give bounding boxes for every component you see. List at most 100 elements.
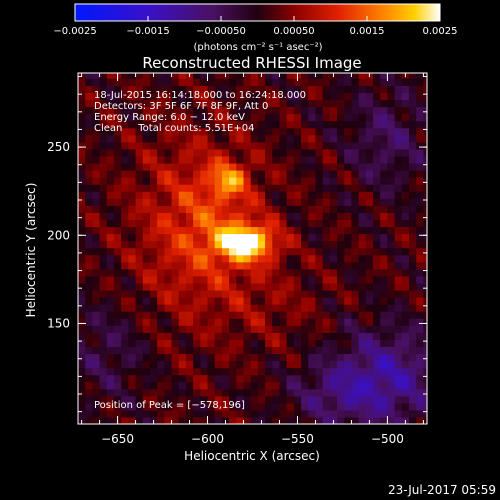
heatmap-cell <box>135 339 144 347</box>
heatmap-cell <box>337 367 345 376</box>
heatmap-cell <box>236 325 245 333</box>
heatmap-cell <box>358 360 367 369</box>
heatmap-cell <box>344 148 353 157</box>
heatmap-cell <box>416 85 425 94</box>
heatmap-cell <box>78 78 86 86</box>
heatmap-cell <box>178 261 187 270</box>
heatmap-cell <box>135 113 144 122</box>
heatmap-cell <box>301 155 309 164</box>
heatmap-cell <box>85 367 93 376</box>
heatmap-cell <box>373 416 381 424</box>
heatmap-cell <box>78 148 86 157</box>
heatmap-cell <box>286 191 295 199</box>
heatmap-cell <box>229 170 237 178</box>
heatmap-cell <box>142 416 151 424</box>
heatmap-cell <box>337 346 345 355</box>
heatmap-cell <box>121 304 129 312</box>
heatmap-cell <box>214 388 223 397</box>
heatmap-cell <box>365 106 374 115</box>
heatmap-cell <box>409 148 417 157</box>
heatmap-cell <box>113 85 122 94</box>
heatmap-cell <box>423 374 427 383</box>
heatmap-cell <box>344 388 353 397</box>
heatmap-cell <box>78 219 86 228</box>
heatmap-cell <box>365 388 374 397</box>
heatmap-cell <box>387 99 396 108</box>
heatmap-cell <box>394 360 403 369</box>
heatmap-cell <box>358 177 367 185</box>
heatmap-cell <box>387 346 396 355</box>
heatmap-cell <box>351 388 360 397</box>
heatmap-cell <box>380 99 389 108</box>
heatmap-cell <box>286 297 295 305</box>
heatmap-cell <box>171 311 180 319</box>
heatmap-cell <box>329 134 338 143</box>
heatmap-cell <box>149 106 158 115</box>
heatmap-cell <box>128 353 137 362</box>
heatmap-cell <box>337 127 345 136</box>
heatmap-cell <box>279 254 288 263</box>
heatmap-cell <box>164 78 173 86</box>
heatmap-cell <box>416 388 425 397</box>
heatmap-cell <box>135 106 144 115</box>
heatmap-cell <box>279 409 288 418</box>
heatmap-cell <box>164 367 173 376</box>
heatmap-cell <box>128 155 137 164</box>
heatmap-cell <box>171 120 180 129</box>
heatmap-cell <box>164 219 173 228</box>
heatmap-cell <box>286 134 295 143</box>
heatmap-cell <box>149 297 158 305</box>
heatmap-cell <box>171 261 180 270</box>
annotation-peak-position: Position of Peak = [−578,196] <box>94 400 245 411</box>
heatmap-cell <box>78 127 86 136</box>
heatmap-cell <box>200 198 209 206</box>
heatmap-cell <box>157 289 165 298</box>
heatmap-cell <box>99 275 108 284</box>
heatmap-cell <box>416 367 425 376</box>
heatmap-cell <box>308 289 317 298</box>
heatmap-cell <box>308 177 317 185</box>
heatmap-cell <box>221 261 230 270</box>
heatmap-cell <box>301 205 309 213</box>
heatmap-cell <box>85 127 93 136</box>
heatmap-cell <box>416 155 425 164</box>
heatmap-cell <box>128 198 137 206</box>
heatmap-cell <box>358 339 367 347</box>
heatmap-cell <box>387 388 396 397</box>
heatmap-cell <box>178 353 187 362</box>
heatmap-cell <box>149 332 158 340</box>
heatmap-cell <box>329 311 338 319</box>
heatmap-cell <box>113 254 122 263</box>
heatmap-cell <box>121 367 129 376</box>
heatmap-cell <box>394 374 403 383</box>
heatmap-cell <box>121 184 129 192</box>
heatmap-cell <box>121 113 129 122</box>
heatmap-cell <box>121 162 129 171</box>
heatmap-cell <box>106 141 115 150</box>
heatmap-cell <box>409 402 417 411</box>
heatmap-cell <box>149 134 158 143</box>
heatmap-cell <box>337 297 345 305</box>
heatmap-cell <box>99 268 108 277</box>
heatmap-cell <box>92 416 101 424</box>
heatmap-cell <box>308 297 317 305</box>
heatmap-cell <box>106 409 115 418</box>
heatmap-cell <box>293 388 302 397</box>
heatmap-cell <box>286 73 295 79</box>
heatmap-cell <box>171 184 180 192</box>
heatmap-cell <box>308 212 317 220</box>
heatmap-cell <box>178 409 187 418</box>
heatmap-cell <box>358 233 367 242</box>
heatmap-cell <box>394 198 403 206</box>
heatmap-cell <box>308 254 317 263</box>
heatmap-cell <box>423 261 427 270</box>
heatmap-cell <box>409 106 417 115</box>
heatmap-cell <box>293 275 302 284</box>
heatmap-cell <box>221 374 230 383</box>
heatmap-cell <box>409 155 417 164</box>
heatmap-cell <box>365 282 374 291</box>
heatmap-cell <box>351 339 360 347</box>
heatmap-cell <box>106 219 115 228</box>
heatmap-cell <box>121 360 129 369</box>
heatmap-cell <box>272 261 281 270</box>
